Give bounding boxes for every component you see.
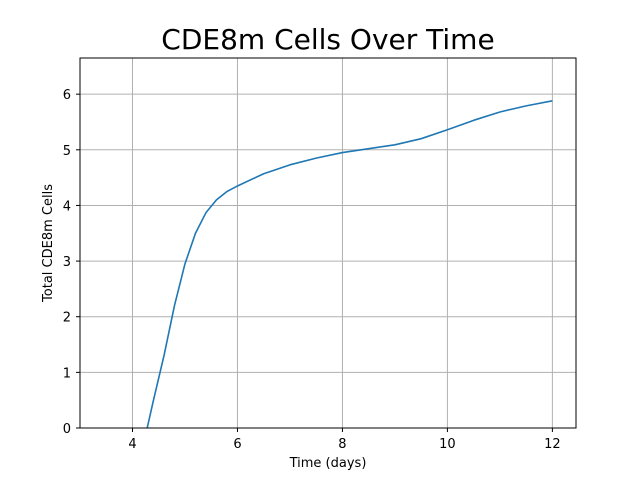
plot-frame: [79, 57, 577, 429]
chart-title: CDE8m Cells Over Time: [161, 23, 494, 56]
plot-lines: [146, 100, 553, 429]
y-tick-label: 2: [63, 311, 71, 326]
x-tick-label: 12: [544, 437, 561, 452]
y-tick-label: 6: [63, 88, 71, 103]
x-axis-label: Time (days): [289, 456, 367, 471]
x-tick-label: 4: [128, 437, 136, 452]
x-tick-label: 10: [439, 437, 456, 452]
x-tick-label: 6: [233, 437, 241, 452]
y-axis-label: Total CDE8m Cells: [41, 184, 56, 303]
x-axis-ticks: 4 6 8 10 12: [128, 428, 561, 452]
y-axis-ticks: 0 1 2 3 4 5 6: [63, 88, 80, 437]
y-tick-label: 3: [63, 255, 71, 270]
y-tick-label: 1: [63, 366, 71, 381]
y-tick-label: 5: [63, 144, 71, 159]
y-tick-label: 0: [63, 422, 71, 437]
y-tick-label: 4: [63, 199, 71, 214]
series-line-0: [146, 100, 553, 429]
x-tick-label: 8: [338, 437, 346, 452]
